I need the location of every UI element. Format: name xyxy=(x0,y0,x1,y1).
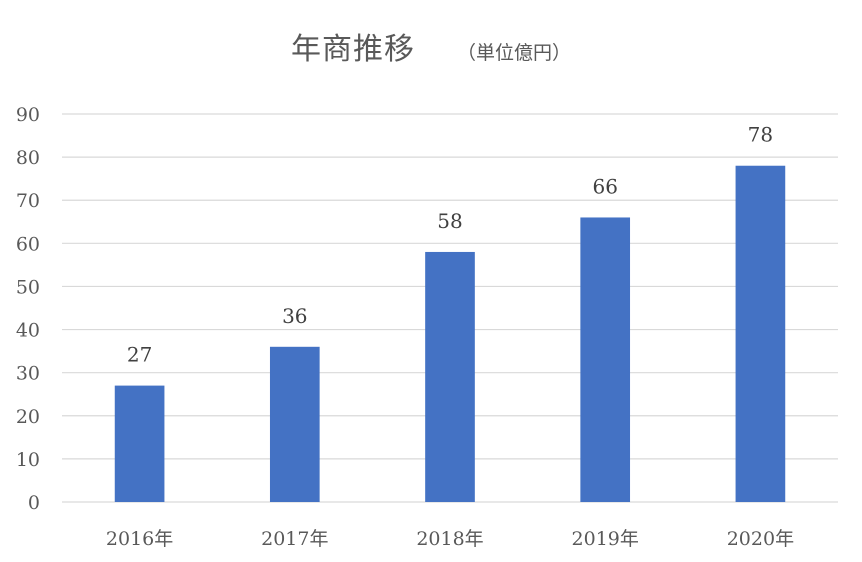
y-tick-label: 80 xyxy=(16,147,40,169)
x-tick-label: 2016年 xyxy=(106,528,173,550)
data-label: 66 xyxy=(592,174,617,198)
x-axis-ticks: 2016年 2017年 2018年 2019年 2020年 xyxy=(106,528,794,550)
y-tick-label: 50 xyxy=(16,276,40,298)
bars xyxy=(114,165,786,502)
data-label: 27 xyxy=(127,343,152,367)
bar xyxy=(269,346,320,502)
y-tick-label: 30 xyxy=(16,363,40,385)
bar xyxy=(114,385,165,502)
y-axis-ticks: 0 10 20 30 40 50 60 70 80 90 xyxy=(16,104,40,514)
y-tick-label: 70 xyxy=(16,190,40,212)
data-label: 78 xyxy=(748,123,773,147)
bar xyxy=(735,165,786,502)
y-tick-label: 60 xyxy=(16,233,40,255)
x-tick-label: 2018年 xyxy=(416,528,483,550)
chart-title-unit: （単位億円） xyxy=(456,42,571,64)
y-tick-label: 20 xyxy=(16,406,40,428)
data-label: 58 xyxy=(437,209,462,233)
y-tick-label: 10 xyxy=(16,449,40,471)
chart-title-main: 年商推移 xyxy=(290,32,415,67)
x-tick-label: 2019年 xyxy=(572,528,639,550)
bar xyxy=(425,251,475,502)
y-tick-label: 0 xyxy=(28,492,40,514)
x-tick-label: 2020年 xyxy=(727,528,794,550)
y-tick-label: 40 xyxy=(16,320,40,342)
x-tick-label: 2017年 xyxy=(261,528,328,550)
data-labels: 27 36 58 66 78 xyxy=(127,123,773,367)
bar xyxy=(580,217,631,502)
chart-title: 年商推移 （単位億円） xyxy=(0,24,862,68)
data-label: 36 xyxy=(282,304,307,328)
y-tick-label: 90 xyxy=(16,104,40,126)
